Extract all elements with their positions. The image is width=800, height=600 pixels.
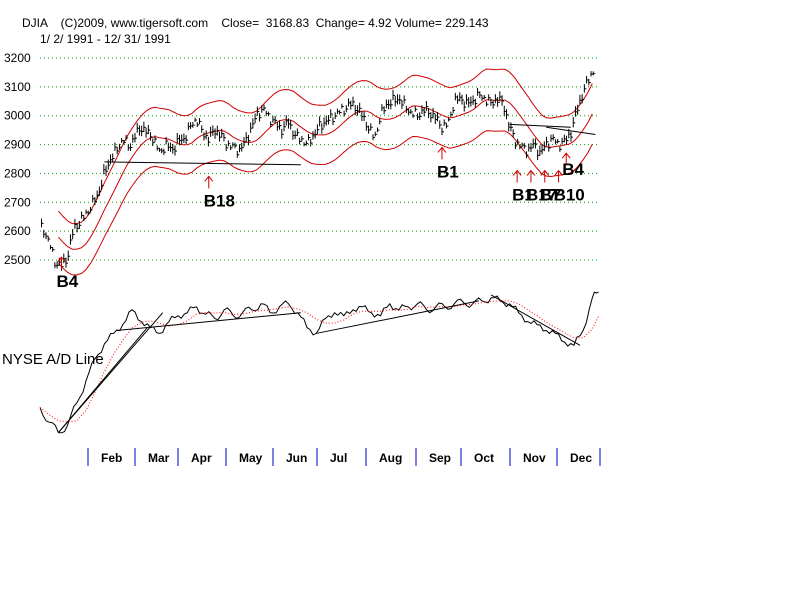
signal-arrow [204, 175, 214, 189]
y-tick-label: 2600 [4, 224, 31, 238]
month-label: Aug [379, 451, 402, 465]
month-axis: Feb Mar Apr May Jun Jul Aug Sep Oct Nov Dec [87, 448, 601, 466]
ad-trend-line [316, 300, 479, 334]
signal-label: B4 [56, 272, 78, 291]
chart-header-line1: DJIA (C)2009, www.tigersoft.com Close= 3… [22, 16, 489, 30]
upper-band [58, 68, 593, 225]
month-label: Oct [474, 451, 494, 465]
lower-band [58, 130, 593, 276]
price-grid [40, 57, 600, 261]
month-label: Nov [523, 451, 546, 465]
signal-arrow [554, 169, 563, 183]
y-tick-label: 2800 [4, 166, 31, 180]
month-label: Jul [330, 451, 347, 465]
ad-line-label: NYSE A/D Line [2, 351, 104, 368]
ad-line [39, 291, 599, 434]
y-tick-label: 2700 [4, 195, 31, 209]
month-label: Apr [191, 451, 212, 465]
support-line [509, 123, 571, 128]
signal-label: B4 [562, 160, 584, 179]
ad-trend-line [490, 294, 581, 346]
y-tick-label: 3000 [4, 109, 31, 123]
signal-label: B17 [526, 186, 557, 205]
ad-trend-line [116, 312, 301, 331]
ad-line-panel [39, 291, 599, 434]
ad-line-moving-average [39, 300, 599, 423]
month-label: Mar [148, 451, 170, 465]
y-tick-label: 3200 [4, 51, 31, 65]
price-bands [58, 68, 593, 276]
signal-arrow [512, 169, 522, 183]
support-line [546, 126, 596, 135]
price-y-axis: 2500 2600 2700 2800 2900 3000 3100 3200 [4, 51, 31, 267]
y-tick-label: 2900 [4, 138, 31, 152]
signal-label: B1 [512, 186, 534, 205]
signal-arrow [57, 256, 66, 270]
signal-arrow [437, 146, 447, 160]
signal-arrow [526, 169, 536, 183]
month-label: Feb [101, 451, 122, 465]
signal-label: B18 [204, 191, 235, 210]
ad-trend-line [58, 327, 148, 433]
signal-label: B1 [437, 162, 459, 181]
signal-arrow [540, 169, 550, 183]
y-tick-label: 3100 [4, 80, 31, 94]
month-label: May [239, 451, 263, 465]
y-tick-label: 2500 [4, 253, 31, 267]
signal-arrow [561, 152, 571, 166]
month-label: Jun [286, 451, 307, 465]
support-line [104, 161, 301, 166]
month-label: Sep [429, 451, 451, 465]
chart-header-line2: 1/ 2/ 1991 - 12/ 31/ 1991 [40, 32, 171, 46]
price-bars [41, 71, 596, 271]
signal-label: B10 [554, 186, 585, 205]
signal-label: B7 [540, 186, 562, 205]
month-label: Dec [570, 451, 592, 465]
middle-band [58, 99, 593, 250]
support-lines [104, 123, 596, 166]
